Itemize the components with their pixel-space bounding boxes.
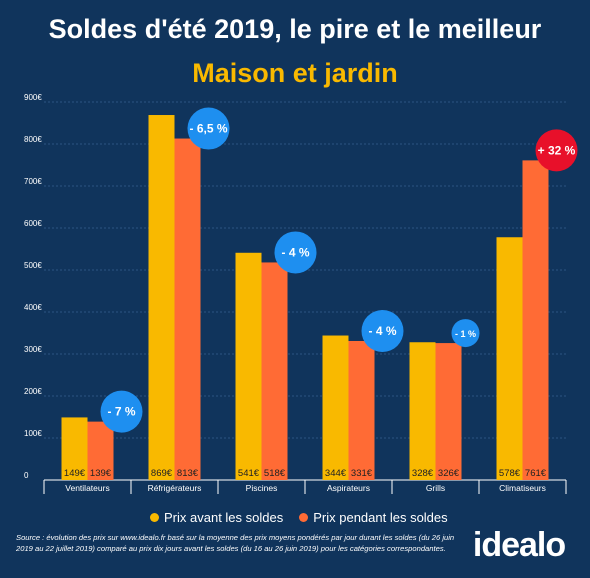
value-label-before: 869€ xyxy=(151,468,173,479)
change-label: - 1 % xyxy=(455,329,476,339)
value-label-before: 541€ xyxy=(238,468,260,479)
bar-during xyxy=(348,340,375,480)
y-tick-label: 800€ xyxy=(24,135,42,144)
bar-before xyxy=(148,115,175,481)
logo-text: idealo xyxy=(472,525,566,564)
value-label-during: 331€ xyxy=(351,468,373,479)
bar-before xyxy=(409,342,436,480)
x-tick-label: Climatiseurs xyxy=(499,483,546,493)
change-label: - 4 % xyxy=(281,245,309,259)
value-label-during: 518€ xyxy=(264,468,286,479)
idealo-logo: idealo xyxy=(460,522,578,568)
change-badge xyxy=(361,309,404,352)
bar-before xyxy=(235,252,262,480)
value-label-during: 326€ xyxy=(438,468,460,479)
y-tick-label: 400€ xyxy=(24,303,42,312)
y-tick-label: 300€ xyxy=(24,345,42,354)
legend-label-during: Prix pendant les soldes xyxy=(313,510,448,525)
bar-before xyxy=(496,237,523,480)
value-label-during: 761€ xyxy=(525,468,547,479)
x-tick-label: Aspirateurs xyxy=(327,483,370,493)
value-label-during: 139€ xyxy=(90,468,112,479)
bar-before xyxy=(322,335,349,480)
change-badge xyxy=(187,107,230,150)
x-tick-label: Piscines xyxy=(246,483,278,493)
y-tick-label: 500€ xyxy=(24,261,42,270)
legend-dot-during xyxy=(299,513,309,522)
bar-during xyxy=(522,160,549,480)
value-label-during: 813€ xyxy=(177,468,199,479)
legend-label-before: Prix avant les soldes xyxy=(164,510,284,525)
y-tick-label: 200€ xyxy=(24,387,42,396)
y-tick-label: 600€ xyxy=(24,219,42,228)
change-badge xyxy=(535,129,578,172)
x-tick-label: Grills xyxy=(426,483,445,493)
source-note: Source : évolution des prix sur www.idea… xyxy=(16,533,455,553)
change-label: + 32 % xyxy=(538,143,576,157)
bar-during xyxy=(435,343,462,480)
chart-subtitle: Maison et jardin xyxy=(192,58,398,88)
change-label: - 7 % xyxy=(107,405,135,419)
y-tick-label: 700€ xyxy=(24,177,42,186)
legend: Prix avant les soldes Prix pendant les s… xyxy=(150,510,448,525)
x-tick-label: Ventilateurs xyxy=(65,483,109,493)
x-tick-label: Réfrigérateurs xyxy=(148,483,202,493)
bar-chart: 0 100€ 200€ 300€ 400€ 500€ 600€ 700€ 800€ 900€ 149… xyxy=(24,93,578,494)
value-label-before: 149€ xyxy=(64,468,86,479)
change-badge xyxy=(451,319,480,348)
value-label-before: 578€ xyxy=(499,468,521,479)
change-label: - 4 % xyxy=(368,324,396,338)
change-badge xyxy=(274,231,317,274)
y-tick-label: 100€ xyxy=(24,429,42,438)
value-label-before: 344€ xyxy=(325,468,347,479)
change-badge xyxy=(100,390,143,433)
legend-item-before: Prix avant les soldes xyxy=(150,510,283,525)
legend-dot-before xyxy=(150,513,159,522)
chart-title: Soldes d'été 2019, le pire et le meilleu… xyxy=(48,14,542,44)
y-tick-label: 900€ xyxy=(24,93,42,102)
legend-item-during: Prix pendant les soldes xyxy=(299,510,448,525)
bar-during xyxy=(174,138,201,481)
bar-before xyxy=(61,417,88,480)
value-label-before: 328€ xyxy=(412,468,434,479)
bar-during xyxy=(261,262,288,480)
bar-during xyxy=(87,421,114,480)
y-tick-label: 0 xyxy=(24,471,29,480)
change-label: - 6,5 % xyxy=(189,122,227,136)
